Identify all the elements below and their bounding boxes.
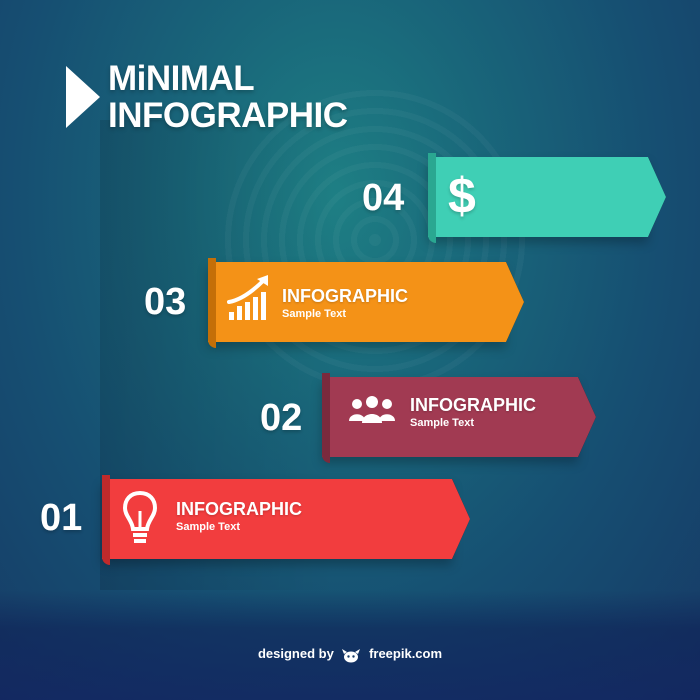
designer-credit: designed by freepik.com [0,646,700,663]
step-01-subtext: Sample Text [176,521,240,533]
step-03-number: 03 [144,281,187,323]
title-arrow-icon [66,66,100,128]
lightbulb-icon [122,490,158,543]
step-03-subtext: Sample Text [282,308,346,320]
step-01-label: INFOGRAPHIC [176,499,302,519]
dollar-icon: $ [448,168,476,224]
step-04-number: 04 [362,177,405,219]
freepik-mascot-icon [342,648,361,663]
step-03-label: INFOGRAPHIC [282,286,408,306]
banner-arrow-tip [506,262,524,342]
people-group-icon [349,396,395,423]
step-01-banner: INFOGRAPHIC Sample Text [102,475,470,565]
step-02-banner: INFOGRAPHIC Sample Text [322,373,596,463]
background-floor [0,590,700,700]
banner-arrow-tip [452,479,470,559]
title-line-1: MiNIMAL [108,59,255,98]
banner-arrow-tip [578,377,596,457]
step-04-banner: .b4::after{border-left-color:#3fcfb5;} $ [428,153,666,243]
step-02-number: 02 [260,397,303,439]
credit-brand: freepik.com [369,646,443,661]
step-02-label: INFOGRAPHIC [410,395,536,415]
banner-arrow-tip [648,157,666,237]
growth-chart-icon [227,275,268,320]
step-01-number: 01 [40,497,83,539]
title-line-2: INFOGRAPHIC [108,96,348,135]
credit-prefix: designed by [257,646,334,661]
step-03-banner: INFOGRAPHIC Sample Text [208,258,524,348]
page-title: MiNIMAL INFOGRAPHIC [108,60,348,134]
background-rings [215,80,535,400]
step-02-subtext: Sample Text [410,417,474,429]
